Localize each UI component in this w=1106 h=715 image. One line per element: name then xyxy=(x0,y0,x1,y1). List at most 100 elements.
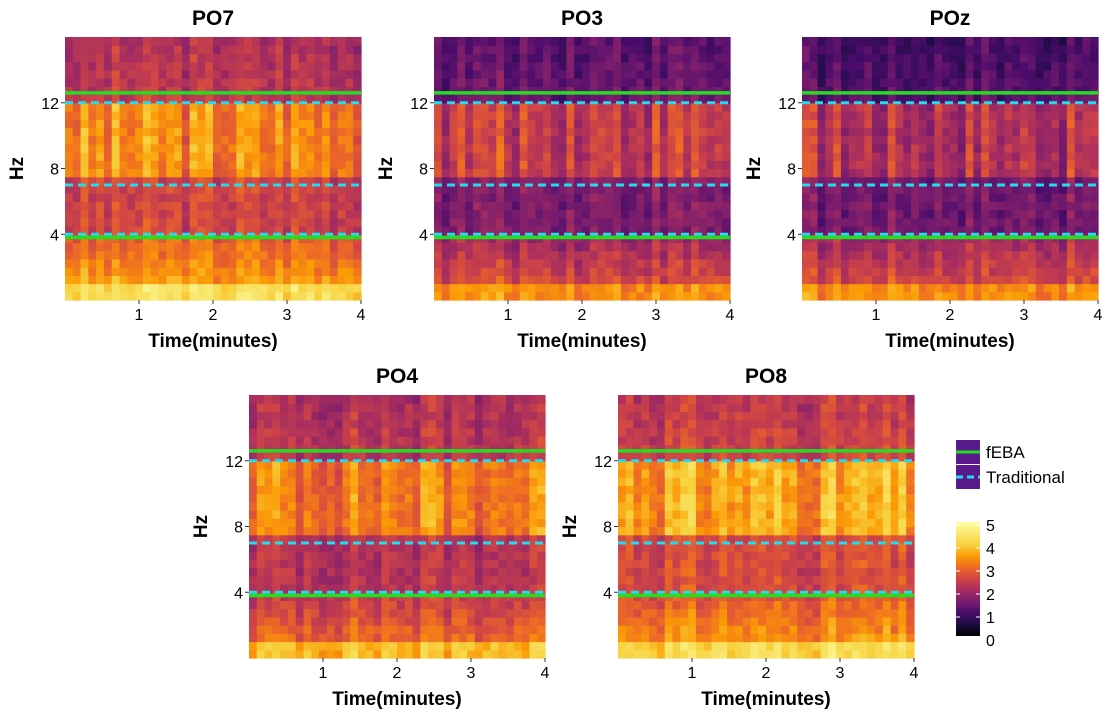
heatmap-cell xyxy=(527,127,536,137)
heatmap-cell xyxy=(833,226,842,235)
heatmap-cell xyxy=(691,275,700,285)
heatmap-cell xyxy=(537,460,546,470)
heatmap-cell xyxy=(404,501,414,511)
heatmap-cell xyxy=(864,119,873,129)
heatmap-cell xyxy=(589,102,599,112)
heatmap-cell xyxy=(879,143,889,153)
heatmap-cell xyxy=(996,267,1006,276)
heatmap-cell xyxy=(287,395,297,404)
heatmap-cell xyxy=(1082,283,1091,293)
heatmap-cell xyxy=(636,242,645,252)
heatmap-cell xyxy=(950,258,959,268)
heatmap-cell xyxy=(443,436,453,445)
heatmap-cell xyxy=(706,110,716,120)
heatmap-cell xyxy=(213,143,222,153)
heatmap-cell xyxy=(926,242,936,252)
heatmap-cell xyxy=(529,608,538,618)
heatmap-cell xyxy=(322,61,331,71)
heatmap-cell xyxy=(329,217,339,227)
heatmap-cell xyxy=(65,78,74,87)
heatmap-cell xyxy=(96,291,105,301)
heatmap-cell xyxy=(119,61,128,71)
heatmap-cell xyxy=(691,37,700,46)
heatmap-cell xyxy=(550,152,560,161)
heatmap-cell xyxy=(267,193,276,202)
heatmap-cell xyxy=(490,633,499,643)
heatmap-cell xyxy=(358,510,367,519)
heatmap-cell xyxy=(965,152,974,161)
heatmap-cell xyxy=(652,242,661,252)
heatmap-cell xyxy=(65,127,74,137)
heatmap-cell xyxy=(511,267,521,276)
heatmap-cell xyxy=(259,119,269,129)
heatmap-cell xyxy=(683,143,692,153)
heatmap-cell xyxy=(329,78,339,87)
heatmap-cell xyxy=(220,127,230,137)
heatmap-cell xyxy=(197,250,206,260)
heatmap-cell xyxy=(498,436,507,445)
heatmap-cell xyxy=(973,176,982,186)
heatmap-cell xyxy=(283,86,292,96)
heatmap-cell xyxy=(72,102,82,112)
heatmap-cell xyxy=(249,436,258,445)
heatmap-cell xyxy=(342,485,351,495)
heatmap-cell xyxy=(441,69,451,79)
heatmap-cell xyxy=(521,559,531,569)
heatmap-cell xyxy=(981,143,990,153)
heatmap-cell xyxy=(259,275,269,285)
heatmap-cell xyxy=(158,152,167,161)
heatmap-cell xyxy=(848,102,858,112)
heatmap-cell xyxy=(457,184,466,194)
heatmap-cell xyxy=(1090,152,1099,161)
heatmap-cell xyxy=(722,53,731,63)
heatmap-cell xyxy=(809,250,819,260)
heatmap-cell xyxy=(667,193,677,202)
heatmap-cell xyxy=(311,518,320,528)
heatmap-cell xyxy=(644,37,653,46)
heatmap-cell xyxy=(135,193,144,202)
heatmap-cell xyxy=(683,201,692,211)
heatmap-cell xyxy=(298,226,308,235)
heatmap-cell xyxy=(259,226,269,235)
heatmap-cell xyxy=(895,78,904,87)
heatmap-cell xyxy=(1035,127,1045,137)
heatmap-cell xyxy=(322,184,331,194)
heatmap-cell xyxy=(513,649,523,659)
heatmap-cell xyxy=(249,616,258,626)
heatmap-cell xyxy=(358,485,367,495)
heatmap-cell xyxy=(434,86,443,96)
heatmap-cell xyxy=(926,78,936,87)
heatmap-cell xyxy=(864,258,873,268)
heatmap-cell xyxy=(329,37,339,46)
heatmap-cell xyxy=(103,209,113,219)
heatmap-cell xyxy=(449,45,458,55)
heatmap-cell xyxy=(490,518,499,528)
heatmap-cell xyxy=(244,127,253,137)
heatmap-cell xyxy=(490,616,499,626)
heatmap-cell xyxy=(521,534,531,544)
heatmap-cell xyxy=(251,193,261,202)
heatmap-cell xyxy=(566,102,575,112)
heatmap-cell xyxy=(311,616,320,626)
heatmap-cell xyxy=(618,501,627,511)
heatmap-cell xyxy=(474,542,484,552)
heatmap-cell xyxy=(428,493,437,503)
heatmap-cell xyxy=(550,53,560,63)
heatmap-cell xyxy=(817,209,826,219)
heatmap-cell xyxy=(420,477,429,487)
heatmap-cell xyxy=(472,275,482,285)
heatmap-cell xyxy=(950,119,959,129)
heatmap-cell xyxy=(80,267,89,276)
heatmap-cell xyxy=(412,526,421,536)
heatmap-cell xyxy=(228,53,237,63)
heatmap-cell xyxy=(142,275,152,285)
heatmap-cell xyxy=(513,625,523,634)
heatmap-cell xyxy=(582,184,591,194)
heatmap-cell xyxy=(298,258,308,268)
heatmap-cell xyxy=(342,534,351,544)
heatmap-cell xyxy=(683,45,692,55)
heatmap-cell xyxy=(864,160,873,170)
heatmap-cell xyxy=(428,403,437,413)
heatmap-cell xyxy=(264,493,273,503)
heatmap-cell xyxy=(825,283,834,293)
